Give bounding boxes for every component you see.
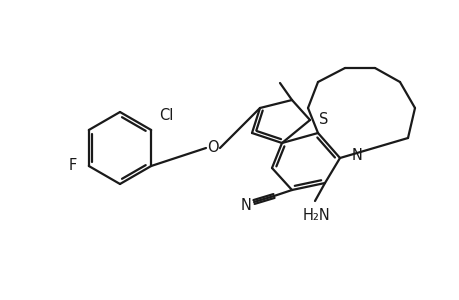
Text: O: O (207, 140, 218, 155)
Text: N: N (351, 148, 362, 164)
Text: S: S (318, 112, 328, 128)
Text: F: F (68, 158, 77, 173)
Text: Cl: Cl (159, 109, 173, 124)
Text: H₂N: H₂N (302, 208, 330, 224)
Text: N: N (240, 197, 251, 212)
